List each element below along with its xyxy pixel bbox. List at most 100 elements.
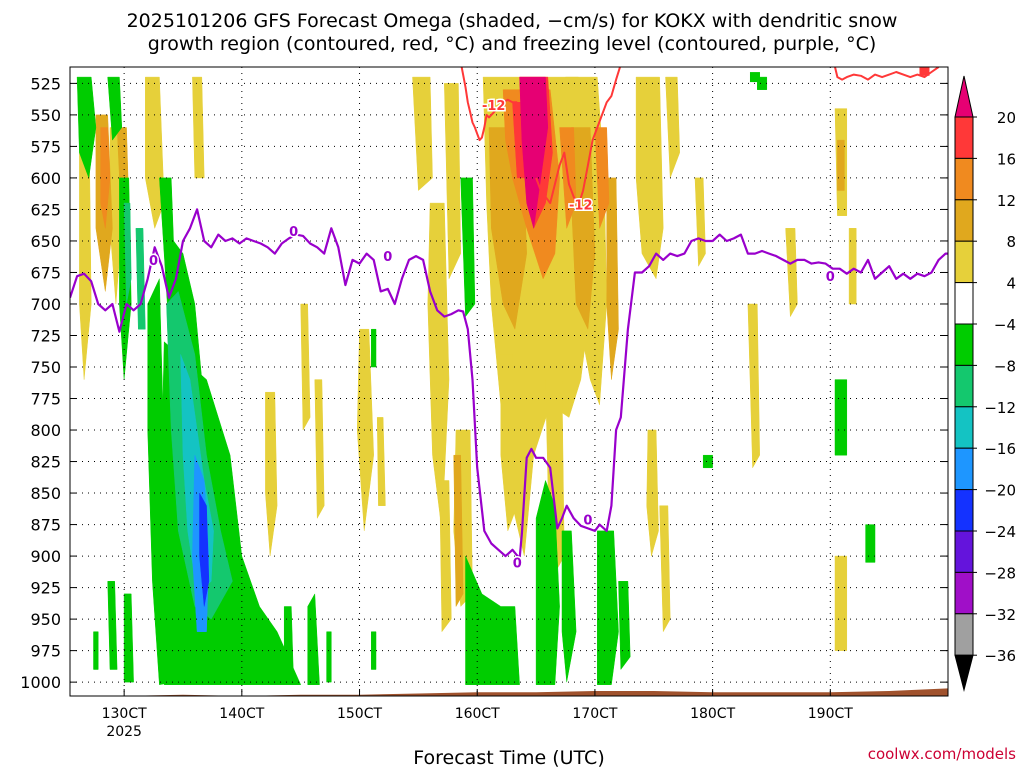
- x-axis: 130CT 140CT 150CT 160CT 170CT 180CT 190CT 2025: [102, 689, 853, 740]
- omega-shade-region: [300, 303, 311, 431]
- omega-shade-region: [785, 228, 798, 318]
- omega-shade-region: [371, 631, 377, 670]
- colorbar-segment: [954, 447, 974, 491]
- contour-label: -12: [482, 99, 506, 114]
- y-tick-label: 675: [30, 263, 61, 282]
- isolated-shade-mark: [749, 72, 760, 83]
- chart-title-line-2: growth region (contoured, red, °C) and f…: [147, 33, 877, 55]
- x-axis-label: Forecast Time (UTC): [413, 747, 604, 768]
- x-tick-label: 160CT: [455, 706, 500, 722]
- omega-shade-region: [76, 76, 97, 178]
- y-tick-label: 625: [30, 200, 61, 219]
- y-tick-label: 575: [30, 137, 61, 156]
- x-year-label: 2025: [106, 724, 142, 740]
- omega-shade-region: [412, 76, 433, 192]
- omega-shade-region: [848, 228, 857, 305]
- colorbar-segment: [954, 489, 974, 532]
- omega-shade-region: [597, 530, 619, 685]
- y-tick-label: 925: [30, 579, 61, 598]
- omega-shade-region: [865, 524, 876, 563]
- omega-shade-region: [606, 177, 619, 380]
- omega-shade-region: [307, 593, 320, 685]
- colorbar-label: −16: [984, 440, 1016, 458]
- omega-shading: [76, 76, 876, 685]
- y-tick-label: 975: [30, 642, 61, 661]
- colorbar-label: −36: [984, 647, 1016, 665]
- isolated-shade-mark: [919, 67, 930, 76]
- omega-shade-region: [747, 303, 760, 469]
- x-tick-label: 180CT: [690, 706, 735, 722]
- omega-shade-region: [145, 76, 165, 230]
- contour-label: 0: [583, 514, 592, 529]
- omega-shade-region: [93, 631, 99, 670]
- y-tick-label: 525: [30, 74, 61, 93]
- y-tick-label: 725: [30, 326, 61, 345]
- colorbar-segment: [954, 157, 974, 201]
- credit-text: coolwx.com/models: [868, 745, 1016, 763]
- colorbar-segment: [954, 323, 974, 366]
- y-tick-label: 775: [30, 390, 61, 409]
- contours: [70, 67, 948, 560]
- chart-title-line-1: 2025101206 GFS Forecast Omega (shaded, −…: [126, 10, 898, 32]
- plot-frame: [69, 66, 949, 697]
- y-tick-label: 650: [30, 232, 61, 251]
- contour-labels: -12 -12 0 0 0 0 0 0: [148, 97, 837, 573]
- y-tick-label: 825: [30, 453, 61, 472]
- colorbar-label: −8: [994, 357, 1016, 375]
- x-tick-label: 150CT: [337, 706, 382, 722]
- omega-shade-region: [265, 391, 278, 557]
- colorbar-label: 8: [1006, 233, 1016, 251]
- colorbar-label: −20: [984, 482, 1016, 500]
- colorbar-label: −12: [984, 399, 1016, 417]
- y-tick-label: 550: [30, 106, 61, 125]
- y-axis: 525 550 575 600 625 650 675 700 725 750 775 800 825 8…: [20, 74, 948, 692]
- y-tick-label: 850: [30, 484, 61, 503]
- omega-shade-region: [444, 83, 461, 279]
- omega-shade-region: [535, 479, 560, 685]
- omega-shade-region: [356, 328, 374, 531]
- omega-shade-region: [100, 127, 111, 229]
- colorbar-segment: [954, 406, 974, 449]
- contour-label: 0: [826, 270, 835, 285]
- y-tick-label: 600: [30, 169, 61, 188]
- omega-shade-region: [837, 139, 845, 191]
- omega-shade-region: [465, 556, 520, 685]
- colorbar-label: 4: [1006, 275, 1016, 293]
- omega-shade-region: [107, 581, 118, 670]
- colorbar-segment: [954, 240, 974, 284]
- colorbar-label: 16: [997, 150, 1016, 168]
- contour-label: 0: [289, 225, 298, 240]
- y-tick-label: 900: [30, 547, 61, 566]
- freezing-level-line: [70, 208, 948, 560]
- y-tick-label: 800: [30, 421, 61, 440]
- colorbar-segment: [954, 364, 974, 408]
- omega-shade-region: [834, 379, 848, 456]
- colorbar: 20 16 12 8 4 −4 −8 −12 −16 −20 −24 −28 −32 −36: [954, 75, 1016, 692]
- x-tick-label: 170CT: [572, 706, 617, 722]
- colorbar-segment: [954, 199, 974, 242]
- omega-shade-region: [314, 379, 325, 520]
- colorbar-segment: [954, 282, 974, 325]
- gridlines: [70, 67, 948, 696]
- x-tick-label: 130CT: [102, 706, 147, 722]
- omega-shade-region: [283, 606, 294, 683]
- omega-shade-region: [371, 328, 377, 368]
- colorbar-label: −4: [994, 316, 1016, 334]
- omega-shade-region: [107, 76, 123, 141]
- omega-shade-region: [123, 593, 134, 683]
- omega-shade-region: [561, 530, 577, 683]
- colorbar-segment: [954, 530, 974, 573]
- omega-shade-region: [460, 177, 476, 318]
- omega-shade-region: [594, 127, 610, 229]
- y-tick-label: 950: [30, 610, 61, 629]
- colorbar-segment: [954, 571, 974, 615]
- omega-shade-region: [199, 492, 210, 607]
- contour-label: -12: [569, 198, 593, 213]
- colorbar-segment: [954, 116, 974, 159]
- omega-shade-region: [834, 555, 848, 651]
- omega-shade-region: [192, 76, 205, 179]
- contour-label: 0: [149, 254, 158, 269]
- colorbar-label: 20: [997, 109, 1016, 127]
- omega-shade-region: [665, 76, 680, 178]
- omega-shade-region: [702, 454, 713, 469]
